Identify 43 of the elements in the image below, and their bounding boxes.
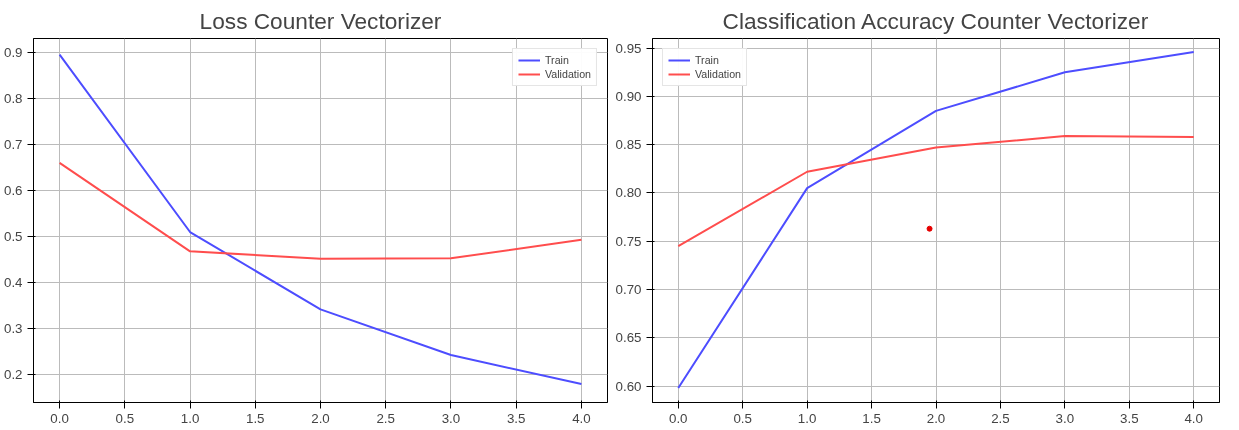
x-tick-label: 0.5 <box>115 410 135 426</box>
x-tick-label: 3.0 <box>1055 410 1075 426</box>
chart-title: Loss Counter Vectorizer <box>199 7 442 34</box>
line-series <box>677 135 1195 248</box>
y-tick-label: 0.5 <box>3 229 23 245</box>
x-tick-label: 3.0 <box>441 410 461 426</box>
x-tick-label: 1.0 <box>797 410 817 426</box>
y-tick-label: 0.75 <box>615 233 642 249</box>
y-tick-label: 0.4 <box>3 275 24 291</box>
legend-label: Validation <box>695 68 742 80</box>
y-tick-label: 0.90 <box>615 88 642 104</box>
y-tick-label: 0.8 <box>3 90 23 106</box>
x-tick-label: 2.0 <box>926 410 946 426</box>
y-tick-label: 0.2 <box>3 367 23 383</box>
x-tick-label: 0.0 <box>50 410 69 426</box>
y-tick-label: 0.3 <box>3 321 23 337</box>
x-tick-label: 1.0 <box>180 410 200 426</box>
x-tick-label: 2.5 <box>376 410 395 426</box>
y-tick-label: 0.85 <box>615 137 642 153</box>
legend-label: Validation <box>544 68 591 80</box>
x-tick-label: 4.0 <box>1184 410 1203 426</box>
legend-label: Train <box>544 54 569 66</box>
y-tick-label: 0.7 <box>3 136 23 152</box>
y-tick-label: 0.95 <box>615 40 642 56</box>
x-tick-label: 1.5 <box>246 410 265 426</box>
line-series <box>58 161 583 260</box>
legend-label: Train <box>695 54 719 66</box>
x-tick-label: 2.5 <box>991 410 1010 426</box>
line-series <box>677 51 1195 390</box>
y-tick-label: 0.70 <box>615 282 642 298</box>
x-tick-label: 3.5 <box>1120 410 1139 426</box>
x-tick-label: 0.0 <box>669 410 688 426</box>
x-tick-label: 2.0 <box>311 410 330 426</box>
y-tick-label: 0.65 <box>615 330 642 346</box>
x-tick-label: 3.5 <box>506 410 526 426</box>
chart-title: Classification Accuracy Counter Vectorizer <box>722 7 1149 34</box>
y-tick-label: 0.60 <box>615 378 642 394</box>
x-tick-label: 0.5 <box>733 410 752 426</box>
x-tick-label: 1.5 <box>862 410 881 426</box>
y-tick-label: 0.80 <box>615 185 642 201</box>
y-tick-label: 0.6 <box>3 183 23 199</box>
y-tick-label: 0.9 <box>3 44 23 60</box>
x-tick-label: 4.0 <box>572 410 591 426</box>
